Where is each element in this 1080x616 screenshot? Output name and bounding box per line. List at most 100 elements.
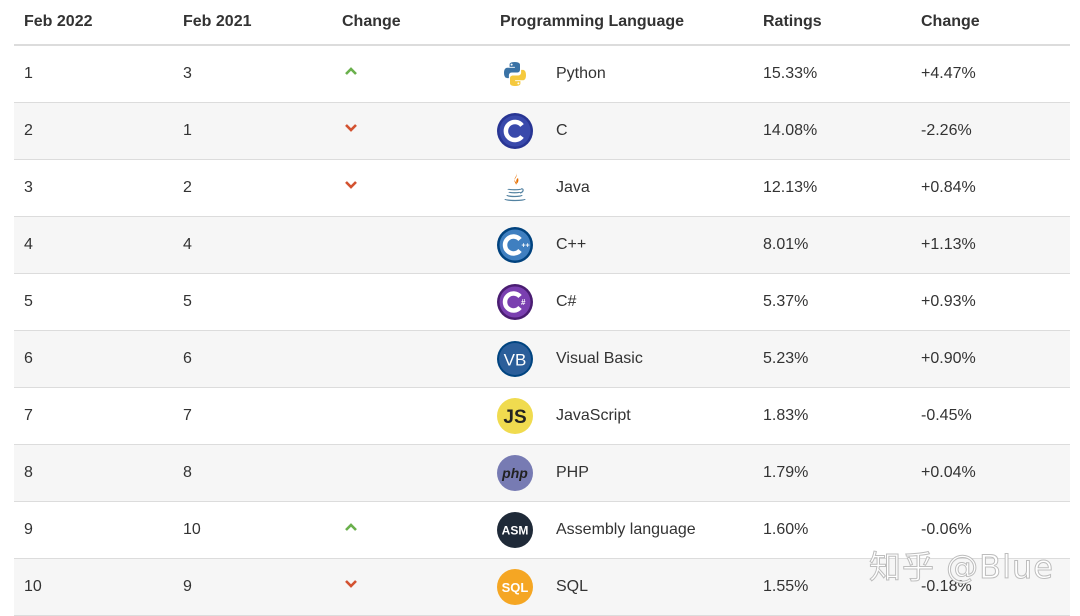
language-name[interactable]: C# (556, 293, 576, 311)
language-name[interactable]: Visual Basic (556, 350, 643, 368)
rank-change (332, 578, 490, 596)
assembly-logo-icon: ASM (496, 511, 534, 549)
language-name[interactable]: JavaScript (556, 407, 631, 425)
php-logo-icon: php (496, 454, 534, 492)
rank-current: 7 (14, 407, 173, 425)
svg-text:#: # (521, 298, 526, 307)
sql-logo-icon: SQL (496, 568, 534, 606)
rating-change: +0.90% (911, 350, 1070, 368)
rating: 12.13% (753, 179, 911, 197)
rating: 1.55% (753, 578, 911, 596)
table-row[interactable]: 3 2 Java 12.13% +0.84% (14, 160, 1070, 217)
table-row[interactable]: 4 4 ++ C++ 8.01% +1.13% (14, 217, 1070, 274)
rank-change (332, 179, 490, 197)
header-feb-2022[interactable]: Feb 2022 (14, 13, 173, 31)
table-row[interactable]: 2 1 C 14.08% -2.26% (14, 103, 1070, 160)
header-change[interactable]: Change (332, 13, 490, 31)
rank-change (332, 122, 490, 140)
table-body: 1 3 Python 15.33% +4.47% 2 1 C 14.08% -2… (14, 46, 1070, 616)
rating: 15.33% (753, 65, 911, 83)
header-rating-change[interactable]: Change (911, 13, 1070, 31)
svg-text:ASM: ASM (502, 524, 529, 538)
language-name[interactable]: Python (556, 65, 606, 83)
language-name[interactable]: Assembly language (556, 521, 696, 539)
table-row[interactable]: 9 10 ASM Assembly language 1.60% -0.06% (14, 502, 1070, 559)
svg-text:php: php (501, 465, 528, 481)
rank-previous: 1 (173, 122, 332, 140)
language-cell: Python (490, 55, 753, 93)
ranking-table: Feb 2022 Feb 2021 Change Programming Lan… (14, 0, 1070, 616)
language-cell: VB Visual Basic (490, 340, 753, 378)
rating-change: +0.93% (911, 293, 1070, 311)
language-cell: JS JavaScript (490, 397, 753, 435)
rank-current: 5 (14, 293, 173, 311)
language-cell: ++ C++ (490, 226, 753, 264)
rank-previous: 9 (173, 578, 332, 596)
rank-previous: 4 (173, 236, 332, 254)
javascript-logo-icon: JS (496, 397, 534, 435)
language-cell: Java (490, 169, 753, 207)
rating: 1.79% (753, 464, 911, 482)
rank-change (332, 65, 490, 83)
language-name[interactable]: PHP (556, 464, 589, 482)
table-row[interactable]: 5 5 # C# 5.37% +0.93% (14, 274, 1070, 331)
rank-current: 2 (14, 122, 173, 140)
rating-change: +1.13% (911, 236, 1070, 254)
header-feb-2021[interactable]: Feb 2021 (173, 13, 332, 31)
table-row[interactable]: 7 7 JS JavaScript 1.83% -0.45% (14, 388, 1070, 445)
language-name[interactable]: SQL (556, 578, 588, 596)
visual-basic-logo-icon: VB (496, 340, 534, 378)
trend-down-icon (344, 180, 360, 192)
svg-text:SQL: SQL (502, 580, 529, 595)
c-logo-icon (496, 112, 534, 150)
table-header: Feb 2022 Feb 2021 Change Programming Lan… (14, 0, 1070, 46)
rank-current: 3 (14, 179, 173, 197)
svg-text:JS: JS (503, 407, 526, 428)
rating: 5.23% (753, 350, 911, 368)
table-row[interactable]: 1 3 Python 15.33% +4.47% (14, 46, 1070, 103)
table-row[interactable]: 6 6 VB Visual Basic 5.23% +0.90% (14, 331, 1070, 388)
csharp-logo-icon: # (496, 283, 534, 321)
trend-up-icon (344, 66, 360, 78)
language-name[interactable]: Java (556, 179, 590, 197)
table-row[interactable]: 10 9 SQL SQL 1.55% -0.18% (14, 559, 1070, 616)
rating: 1.60% (753, 521, 911, 539)
language-cell: php PHP (490, 454, 753, 492)
rating: 14.08% (753, 122, 911, 140)
rank-previous: 8 (173, 464, 332, 482)
rating: 1.83% (753, 407, 911, 425)
rank-previous: 10 (173, 521, 332, 539)
header-ratings[interactable]: Ratings (753, 13, 911, 31)
rating: 5.37% (753, 293, 911, 311)
rank-current: 6 (14, 350, 173, 368)
rank-previous: 6 (173, 350, 332, 368)
rating-change: +4.47% (911, 65, 1070, 83)
rating-change: +0.04% (911, 464, 1070, 482)
language-cell: # C# (490, 283, 753, 321)
rating: 8.01% (753, 236, 911, 254)
svg-text:VB: VB (504, 351, 527, 370)
rank-change (332, 521, 490, 539)
rank-current: 4 (14, 236, 173, 254)
rank-current: 10 (14, 578, 173, 596)
rating-change: -0.18% (911, 578, 1070, 596)
rating-change: -0.45% (911, 407, 1070, 425)
language-name[interactable]: C++ (556, 236, 586, 254)
rank-current: 8 (14, 464, 173, 482)
language-cell: C (490, 112, 753, 150)
trend-down-icon (344, 579, 360, 591)
rank-previous: 5 (173, 293, 332, 311)
svg-text:++: ++ (522, 243, 530, 250)
header-language[interactable]: Programming Language (490, 13, 753, 31)
language-name[interactable]: C (556, 122, 568, 140)
rank-current: 9 (14, 521, 173, 539)
rating-change: -0.06% (911, 521, 1070, 539)
rank-previous: 7 (173, 407, 332, 425)
rating-change: -2.26% (911, 122, 1070, 140)
rank-current: 1 (14, 65, 173, 83)
python-logo-icon (496, 55, 534, 93)
rating-change: +0.84% (911, 179, 1070, 197)
table-row[interactable]: 8 8 php PHP 1.79% +0.04% (14, 445, 1070, 502)
language-cell: ASM Assembly language (490, 511, 753, 549)
trend-down-icon (344, 123, 360, 135)
